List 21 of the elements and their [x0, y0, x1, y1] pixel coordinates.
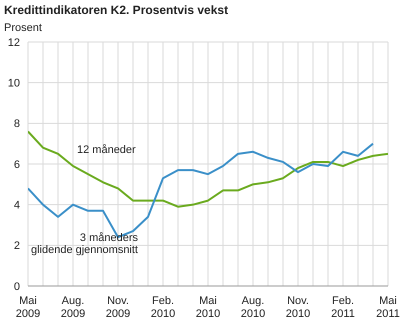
annotation: 12 måneder — [77, 144, 136, 156]
x-tick-label: Aug. 2010 — [240, 295, 266, 320]
x-tick-label: Mai 2009 — [16, 295, 40, 320]
y-tick-label: 12 — [8, 36, 20, 49]
y-tick-label: 6 — [14, 158, 20, 171]
x-tick-label: Nov. 2010 — [286, 295, 310, 320]
y-tick-label: 10 — [8, 78, 20, 90]
line-series — [28, 130, 388, 208]
annotation: 3 måneders glidende gjennomsnitt — [30, 232, 138, 256]
x-tick-label: Aug. 2009 — [60, 295, 86, 320]
y-tick-label: 4 — [14, 200, 20, 212]
chart-title: Kredittindikatoren K2. Prosentvis vekst — [4, 3, 228, 17]
x-tick-label: Mai 2010 — [196, 295, 220, 320]
x-tick-label: Nov. 2009 — [106, 295, 130, 320]
x-tick-label: Feb. 2010 — [150, 295, 176, 320]
y-tick-label: 2 — [14, 240, 20, 252]
x-tick-label: Mai 2011 — [376, 295, 400, 320]
y-tick-label: 8 — [14, 118, 20, 130]
y-tick-label: 0 — [14, 280, 20, 293]
x-tick-label: Feb. 2011 — [331, 295, 355, 320]
y-axis-title: Prosent — [4, 22, 42, 34]
